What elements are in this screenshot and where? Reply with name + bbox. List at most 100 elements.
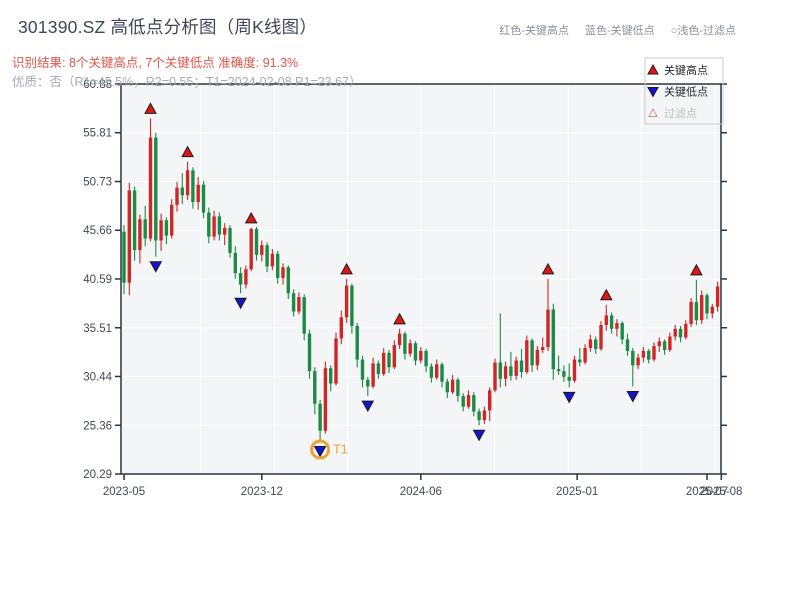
candle (376, 360, 381, 379)
candle-body (636, 357, 640, 366)
candle (710, 303, 714, 319)
legend-item-label: 过滤点 (664, 107, 697, 120)
candle-body (419, 350, 423, 361)
candle-body (329, 368, 333, 384)
candle (164, 217, 169, 245)
candle (498, 313, 502, 388)
candle-body (159, 220, 163, 241)
candle (668, 332, 672, 352)
candle-body (631, 350, 635, 366)
candle (196, 177, 200, 210)
candle-body (652, 346, 656, 360)
note-key-high: 红色-关键高点 (499, 25, 570, 37)
candle-body (254, 228, 259, 255)
candle-body (641, 350, 646, 358)
candle (233, 246, 237, 279)
candle-body (493, 362, 497, 391)
candle-body (233, 252, 237, 274)
candle (456, 377, 460, 402)
candle-body (572, 359, 577, 381)
candle-body (249, 228, 253, 270)
candle-body (127, 190, 131, 283)
key-low-marker (234, 297, 247, 310)
quality-line: 优质：否（R1=45.5%，R2=0.55；T1=2024-02-08 P1=2… (12, 75, 362, 89)
candle-body (541, 347, 545, 350)
candle-body (429, 366, 434, 378)
candle (472, 392, 476, 417)
t1-label: T1 (333, 443, 348, 457)
candle (217, 212, 222, 241)
candle-body (509, 366, 513, 376)
key-high-marker (599, 288, 613, 301)
key-high-marker (393, 312, 406, 325)
candle (694, 279, 699, 325)
key-high-marker (181, 145, 194, 158)
candle-body (594, 339, 598, 349)
candle-body (482, 410, 487, 421)
candle-body (270, 253, 275, 267)
candle-body (281, 267, 285, 278)
candle-body (604, 315, 608, 325)
t1-annotation: T1 (310, 439, 348, 460)
candle-body (662, 341, 667, 350)
candle-body (403, 333, 407, 354)
candle (684, 320, 688, 340)
candle (636, 353, 640, 370)
candle-body (355, 325, 359, 360)
candle-body (360, 359, 365, 380)
candle (360, 355, 365, 388)
candle (556, 355, 561, 375)
x-axis: 2023-05 2023-12 2024-06 2025-01 2025-072025-… (103, 474, 742, 498)
candle-body (350, 285, 354, 326)
candle (572, 355, 577, 383)
candle-body (567, 376, 571, 381)
candle (281, 263, 285, 285)
candle (122, 225, 126, 295)
candle (344, 278, 349, 324)
candle (260, 240, 264, 262)
candle (366, 376, 370, 397)
y-axis: 60.88 55.81 50.73 45.66 40.59 35.51 30.44 25.36… (83, 79, 727, 481)
candle (254, 226, 259, 261)
candle-body (705, 295, 709, 314)
candle-body (477, 411, 481, 421)
candle-body (217, 216, 222, 235)
candle-body (207, 212, 211, 237)
candle (445, 378, 449, 398)
candle (339, 310, 343, 345)
candle (334, 332, 338, 386)
x-tick-label: 2024-06 (400, 486, 442, 498)
candle (450, 374, 455, 395)
candle-body (191, 170, 195, 202)
legend-item: 关键高点 (647, 63, 708, 77)
candle (424, 348, 428, 373)
candle-body (260, 245, 264, 255)
candle (620, 321, 624, 345)
candle (180, 173, 184, 204)
candle-body (551, 309, 555, 370)
candle (641, 347, 646, 363)
key-low-marker (626, 390, 640, 403)
candle (350, 283, 354, 334)
candle (562, 365, 566, 382)
key-low-marker (149, 261, 163, 273)
candle-body (530, 340, 534, 366)
candle (397, 328, 402, 349)
candle-body (143, 219, 147, 239)
candle-body (466, 395, 471, 407)
candle-body (700, 295, 704, 321)
candle-body (424, 350, 428, 367)
candle (403, 331, 407, 360)
candle (625, 333, 630, 356)
candle (535, 346, 540, 371)
legend-item-label: 关键低点 (664, 85, 708, 99)
candle-body (657, 341, 661, 347)
key-high-marker (144, 102, 157, 114)
candle-body (689, 301, 693, 325)
candle (488, 387, 492, 422)
candle (382, 348, 386, 376)
key-point-markers (144, 102, 703, 458)
candle-body (435, 364, 439, 378)
candle-body (525, 340, 529, 373)
